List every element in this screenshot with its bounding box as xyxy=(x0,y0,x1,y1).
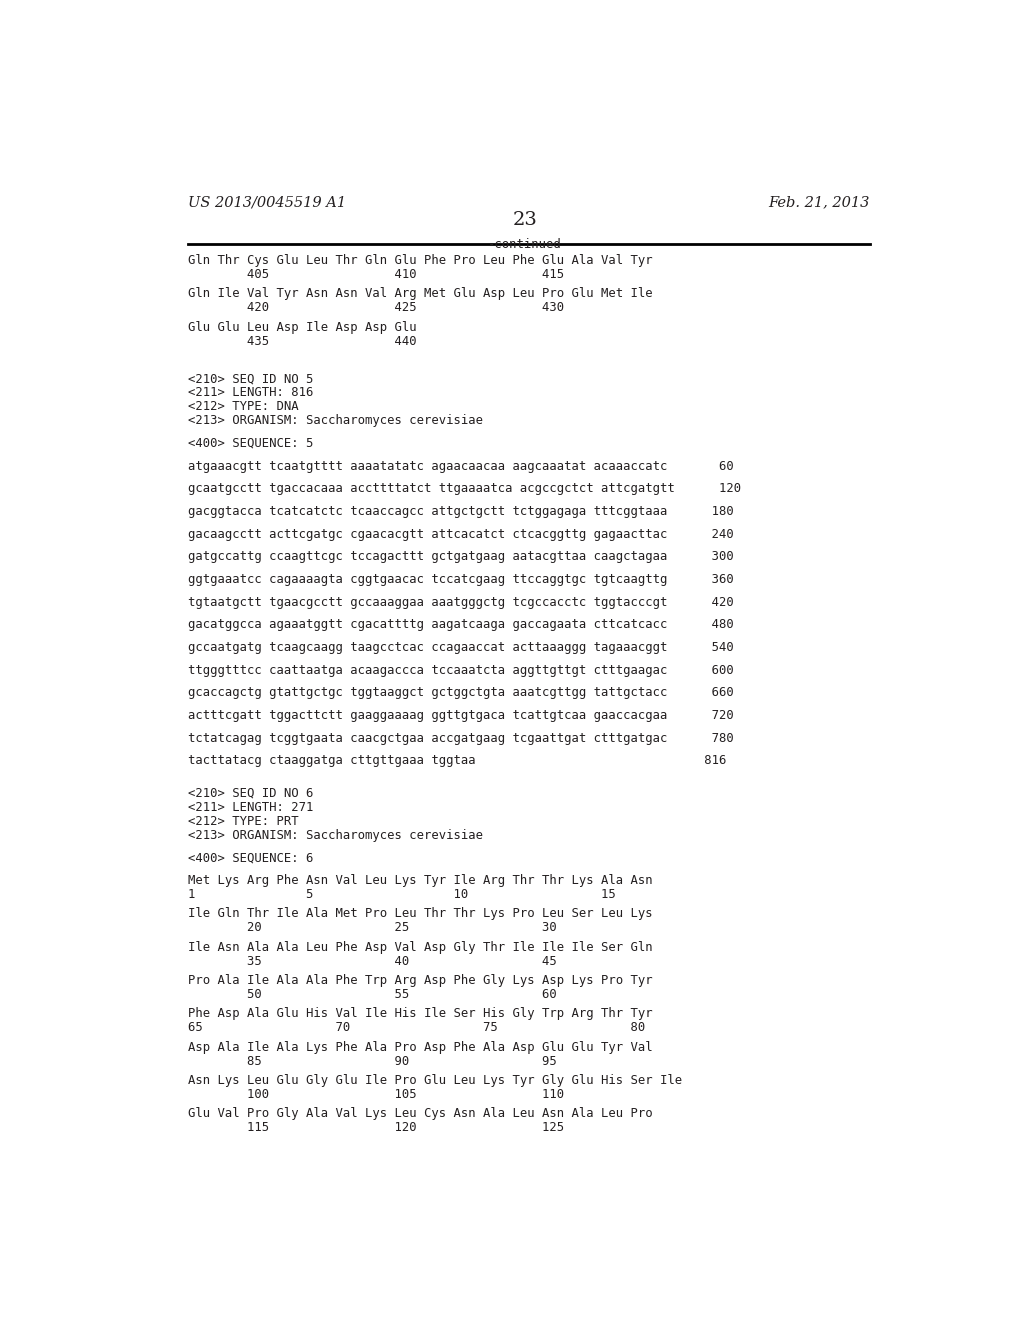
Text: <210> SEQ ID NO 5: <210> SEQ ID NO 5 xyxy=(187,372,313,385)
Text: 1               5                   10                  15: 1 5 10 15 xyxy=(187,888,615,902)
Text: 115                 120                 125: 115 120 125 xyxy=(187,1122,563,1134)
Text: gccaatgatg tcaagcaagg taagcctcac ccagaaccat acttaaaggg tagaaacggt      540: gccaatgatg tcaagcaagg taagcctcac ccagaac… xyxy=(187,642,733,653)
Text: Met Lys Arg Phe Asn Val Leu Lys Tyr Ile Arg Thr Thr Lys Ala Asn: Met Lys Arg Phe Asn Val Leu Lys Tyr Ile … xyxy=(187,874,652,887)
Text: Asn Lys Leu Glu Gly Glu Ile Pro Glu Leu Lys Tyr Gly Glu His Ser Ile: Asn Lys Leu Glu Gly Glu Ile Pro Glu Leu … xyxy=(187,1074,682,1088)
Text: <213> ORGANISM: Saccharomyces cerevisiae: <213> ORGANISM: Saccharomyces cerevisiae xyxy=(187,829,482,842)
Text: gcaatgcctt tgaccacaaa accttttatct ttgaaaatca acgccgctct attcgatgtt      120: gcaatgcctt tgaccacaaa accttttatct ttgaaa… xyxy=(187,482,740,495)
Text: gatgccattg ccaagttcgc tccagacttt gctgatgaag aatacgttaa caagctagaa      300: gatgccattg ccaagttcgc tccagacttt gctgatg… xyxy=(187,550,733,564)
Text: ttgggtttcc caattaatga acaagaccca tccaaatcta aggttgttgt ctttgaagac      600: ttgggtttcc caattaatga acaagaccca tccaaat… xyxy=(187,664,733,677)
Text: Glu Val Pro Gly Ala Val Lys Leu Cys Asn Ala Leu Asn Ala Leu Pro: Glu Val Pro Gly Ala Val Lys Leu Cys Asn … xyxy=(187,1107,652,1121)
Text: Feb. 21, 2013: Feb. 21, 2013 xyxy=(769,195,870,210)
Text: <211> LENGTH: 816: <211> LENGTH: 816 xyxy=(187,387,313,399)
Text: 420                 425                 430: 420 425 430 xyxy=(187,301,563,314)
Text: Glu Glu Leu Asp Ile Asp Asp Glu: Glu Glu Leu Asp Ile Asp Asp Glu xyxy=(187,321,416,334)
Text: Pro Ala Ile Ala Ala Phe Trp Arg Asp Phe Gly Lys Asp Lys Pro Tyr: Pro Ala Ile Ala Ala Phe Trp Arg Asp Phe … xyxy=(187,974,652,987)
Text: <400> SEQUENCE: 6: <400> SEQUENCE: 6 xyxy=(187,851,313,865)
Text: tacttatacg ctaaggatga cttgttgaaa tggtaa                               816: tacttatacg ctaaggatga cttgttgaaa tggtaa … xyxy=(187,754,726,767)
Text: actttcgatt tggacttctt gaaggaaaag ggttgtgaca tcattgtcaa gaaccacgaa      720: actttcgatt tggacttctt gaaggaaaag ggttgtg… xyxy=(187,709,733,722)
Text: gacaagcctt acttcgatgc cgaacacgtt attcacatct ctcacggttg gagaacttac      240: gacaagcctt acttcgatgc cgaacacgtt attcaca… xyxy=(187,528,733,541)
Text: Phe Asp Ala Glu His Val Ile His Ile Ser His Gly Trp Arg Thr Tyr: Phe Asp Ala Glu His Val Ile His Ile Ser … xyxy=(187,1007,652,1020)
Text: 20                  25                  30: 20 25 30 xyxy=(187,921,556,935)
Text: 65                  70                  75                  80: 65 70 75 80 xyxy=(187,1022,645,1035)
Text: gcaccagctg gtattgctgc tggtaaggct gctggctgta aaatcgttgg tattgctacc      660: gcaccagctg gtattgctgc tggtaaggct gctggct… xyxy=(187,686,733,700)
Text: 35                  40                  45: 35 40 45 xyxy=(187,954,556,968)
Text: 405                 410                 415: 405 410 415 xyxy=(187,268,563,281)
Text: <210> SEQ ID NO 6: <210> SEQ ID NO 6 xyxy=(187,787,313,800)
Text: Ile Gln Thr Ile Ala Met Pro Leu Thr Thr Lys Pro Leu Ser Leu Lys: Ile Gln Thr Ile Ala Met Pro Leu Thr Thr … xyxy=(187,907,652,920)
Text: 100                 105                 110: 100 105 110 xyxy=(187,1088,563,1101)
Text: <211> LENGTH: 271: <211> LENGTH: 271 xyxy=(187,801,313,813)
Text: 23: 23 xyxy=(512,211,538,230)
Text: Gln Ile Val Tyr Asn Asn Val Arg Met Glu Asp Leu Pro Glu Met Ile: Gln Ile Val Tyr Asn Asn Val Arg Met Glu … xyxy=(187,288,652,300)
Text: atgaaacgtt tcaatgtttt aaaatatatc agaacaacaa aagcaaatat acaaaccatc       60: atgaaacgtt tcaatgtttt aaaatatatc agaacaa… xyxy=(187,459,733,473)
Text: 85                  90                  95: 85 90 95 xyxy=(187,1055,556,1068)
Text: Asp Ala Ile Ala Lys Phe Ala Pro Asp Phe Ala Asp Glu Glu Tyr Val: Asp Ala Ile Ala Lys Phe Ala Pro Asp Phe … xyxy=(187,1040,652,1053)
Text: ggtgaaatcc cagaaaagta cggtgaacac tccatcgaag ttccaggtgc tgtcaagttg      360: ggtgaaatcc cagaaaagta cggtgaacac tccatcg… xyxy=(187,573,733,586)
Text: gacatggcca agaaatggtt cgacattttg aagatcaaga gaccagaata cttcatcacc      480: gacatggcca agaaatggtt cgacattttg aagatca… xyxy=(187,618,733,631)
Text: -continued: -continued xyxy=(487,238,562,251)
Text: <212> TYPE: PRT: <212> TYPE: PRT xyxy=(187,814,298,828)
Text: gacggtacca tcatcatctc tcaaccagcc attgctgctt tctggagaga tttcggtaaa      180: gacggtacca tcatcatctc tcaaccagcc attgctg… xyxy=(187,506,733,517)
Text: Gln Thr Cys Glu Leu Thr Gln Glu Phe Pro Leu Phe Glu Ala Val Tyr: Gln Thr Cys Glu Leu Thr Gln Glu Phe Pro … xyxy=(187,253,652,267)
Text: 50                  55                  60: 50 55 60 xyxy=(187,989,556,1001)
Text: tctatcagag tcggtgaata caacgctgaa accgatgaag tcgaattgat ctttgatgac      780: tctatcagag tcggtgaata caacgctgaa accgatg… xyxy=(187,731,733,744)
Text: <212> TYPE: DNA: <212> TYPE: DNA xyxy=(187,400,298,413)
Text: <400> SEQUENCE: 5: <400> SEQUENCE: 5 xyxy=(187,437,313,450)
Text: 435                 440: 435 440 xyxy=(187,335,416,347)
Text: Ile Asn Ala Ala Leu Phe Asp Val Asp Gly Thr Ile Ile Ile Ser Gln: Ile Asn Ala Ala Leu Phe Asp Val Asp Gly … xyxy=(187,941,652,954)
Text: <213> ORGANISM: Saccharomyces cerevisiae: <213> ORGANISM: Saccharomyces cerevisiae xyxy=(187,414,482,428)
Text: tgtaatgctt tgaacgcctt gccaaaggaa aaatgggctg tcgccacctc tggtacccgt      420: tgtaatgctt tgaacgcctt gccaaaggaa aaatggg… xyxy=(187,595,733,609)
Text: US 2013/0045519 A1: US 2013/0045519 A1 xyxy=(187,195,346,210)
